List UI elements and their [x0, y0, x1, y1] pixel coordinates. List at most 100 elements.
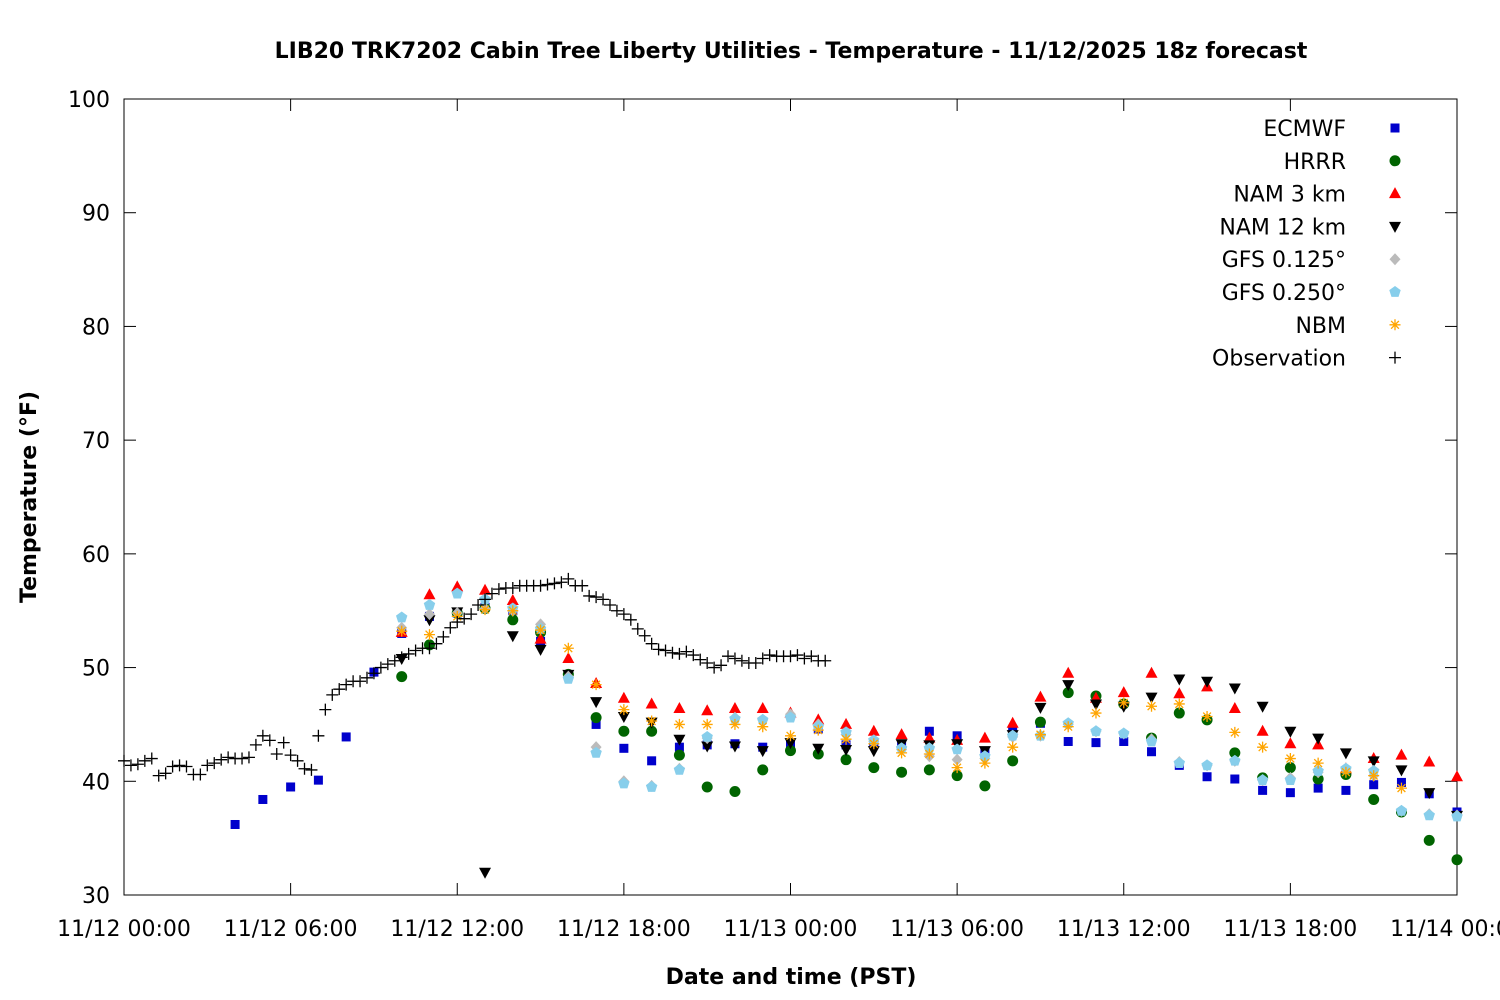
legend: ECMWF HRRR NAM 3 km NAM 12 km GFS 0.125° GFS … — [1212, 117, 1401, 372]
point-nbm — [1173, 698, 1185, 710]
point-observation — [610, 604, 623, 617]
point-gfs-0-250 — [1312, 765, 1324, 776]
point-nam-3-km — [1145, 666, 1158, 678]
x-tick-label: 11/13 12:00 — [1057, 917, 1191, 942]
point-nbm — [1340, 766, 1352, 778]
point-nbm — [729, 718, 741, 730]
point-nbm — [979, 757, 991, 769]
point-nam-3-km — [1256, 724, 1269, 736]
legend-label: NAM 3 km — [1233, 183, 1346, 208]
point-nam-12-km — [1201, 676, 1214, 688]
point-observation — [680, 645, 693, 658]
point-nam-3-km — [895, 728, 908, 740]
point-observation — [326, 688, 339, 701]
series-nam-3-km — [395, 580, 1463, 782]
series-ecmwf — [230, 602, 1462, 829]
point-nbm — [757, 721, 769, 733]
point-ecmwf — [341, 732, 351, 742]
point-nbm — [701, 718, 713, 730]
point-observation — [444, 621, 457, 634]
legend-item-observation: Observation — [1212, 347, 1401, 372]
point-nbm — [1146, 700, 1158, 712]
point-nbm — [1368, 770, 1380, 782]
point-gfs-0-250 — [590, 746, 602, 758]
point-nam-3-km — [1228, 702, 1241, 714]
point-observation — [631, 622, 644, 635]
point-hrrr — [951, 770, 963, 782]
point-ecmwf — [1119, 736, 1129, 746]
point-nbm — [1257, 741, 1269, 753]
point-nam-12-km — [1256, 701, 1269, 713]
point-observation — [263, 734, 276, 747]
point-hrrr — [896, 766, 908, 778]
point-observation — [548, 577, 561, 590]
point-hrrr — [1229, 747, 1241, 759]
point-observation — [562, 572, 575, 585]
point-observation — [590, 591, 603, 604]
legend-label: GFS 0.125° — [1222, 248, 1346, 273]
legend-marker — [1389, 221, 1401, 233]
point-gfs-0-250 — [1006, 729, 1019, 741]
point-observation — [270, 747, 283, 760]
legend-label: Observation — [1212, 347, 1346, 372]
point-observation — [201, 759, 214, 772]
point-nam-3-km — [1423, 755, 1436, 767]
x-tick-labels: 11/12 00:00 11/12 06:00 11/12 12:00 11/12 1… — [57, 917, 1500, 942]
point-gfs-0-250 — [1256, 774, 1269, 785]
point-ecmwf — [591, 719, 601, 729]
point-nam-3-km — [617, 691, 630, 703]
point-gfs-0-250 — [757, 713, 769, 725]
point-observation — [319, 703, 332, 716]
point-gfs-0-250 — [1118, 727, 1130, 739]
y-tick-label: 30 — [82, 884, 110, 909]
point-observation — [277, 736, 290, 749]
point-nam-3-km — [1062, 666, 1075, 678]
point-observation — [138, 754, 151, 767]
point-gfs-0-250 — [784, 711, 797, 723]
y-tick-label: 50 — [82, 657, 110, 682]
point-nam-12-km — [1284, 726, 1297, 738]
point-nam-3-km — [1451, 770, 1463, 782]
point-observation — [666, 646, 679, 659]
point-nam-3-km — [479, 583, 492, 595]
point-observation — [222, 751, 235, 764]
point-ecmwf — [647, 756, 657, 766]
point-observation — [583, 589, 596, 602]
point-nam-3-km — [701, 704, 714, 716]
point-observation — [763, 649, 776, 662]
chart-title: LIB20 TRK7202 Cabin Tree Liberty Utiliti… — [275, 39, 1308, 64]
point-ecmwf — [674, 742, 684, 752]
point-observation — [395, 651, 408, 664]
axis-ticks — [123, 98, 1458, 896]
point-gfs-0-250 — [1145, 735, 1158, 747]
point-observation — [291, 754, 304, 767]
point-observation — [236, 752, 249, 765]
point-observation — [603, 599, 616, 612]
point-nbm — [479, 604, 491, 616]
point-nam-3-km — [423, 588, 436, 600]
legend-item-nbm: NBM — [1295, 314, 1401, 339]
series-gfs-0-250 — [396, 587, 1463, 822]
legend-item-ecmwf: ECMWF — [1263, 117, 1400, 142]
point-nam-3-km — [451, 580, 464, 592]
point-observation — [485, 587, 498, 600]
point-nam-3-km — [756, 702, 769, 714]
point-observation — [242, 751, 255, 764]
point-nam-3-km — [978, 731, 991, 743]
x-tick-label: 11/12 12:00 — [390, 917, 524, 942]
point-observation — [333, 683, 346, 696]
y-tick-label: 100 — [68, 88, 110, 113]
point-ecmwf — [258, 794, 268, 804]
point-nam-3-km — [562, 651, 575, 663]
point-gfs-0-125 — [423, 608, 435, 621]
series-gfs-0-125 — [396, 602, 1463, 822]
point-ecmwf — [1341, 785, 1351, 795]
point-ecmwf — [313, 775, 323, 785]
point-ecmwf — [1396, 777, 1406, 787]
point-gfs-0-125 — [951, 753, 963, 766]
point-observation — [506, 581, 519, 594]
point-hrrr — [646, 725, 658, 737]
point-nbm — [535, 624, 547, 636]
point-observation — [652, 643, 665, 656]
legend-marker — [1389, 155, 1401, 167]
